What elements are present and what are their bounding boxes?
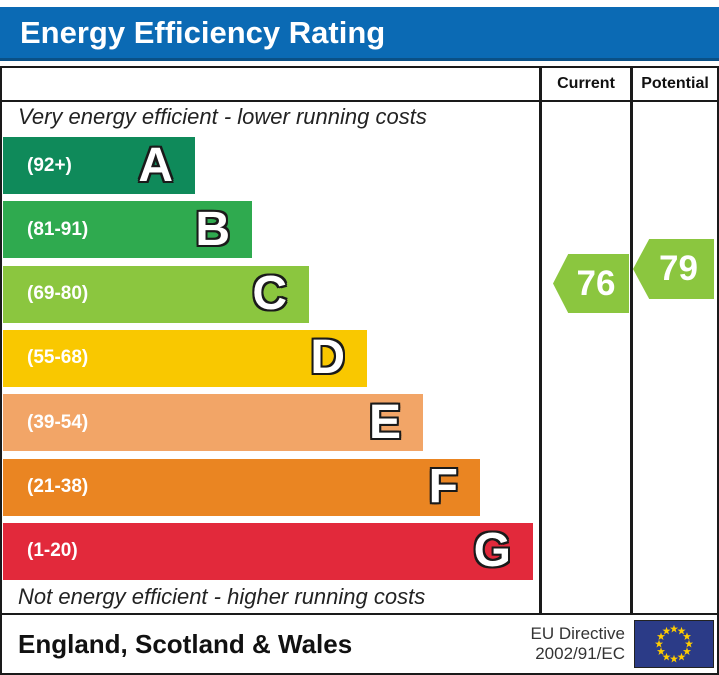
- band-letter: C: [252, 267, 287, 321]
- caption-not-efficient: Not energy efficient - higher running co…: [18, 584, 426, 609]
- footer-divider: [2, 613, 717, 615]
- band-letter: E: [368, 395, 401, 449]
- band-letter: A: [138, 138, 173, 192]
- region-label: England, Scotland & Wales: [18, 628, 353, 659]
- epc-table: Current Potential Very energy efficient …: [0, 66, 719, 675]
- band-letter: D: [310, 331, 345, 385]
- band-b-bar: (81-91) B: [3, 201, 252, 259]
- band-f-bar: (21-38) F: [3, 458, 480, 516]
- current-column-header: Current: [557, 75, 615, 92]
- band-range-label: (39-54): [27, 411, 89, 433]
- current-column-divider: [539, 68, 542, 615]
- band-e-bar: (39-54) E: [3, 394, 423, 452]
- band-range-label: (21-38): [27, 476, 89, 497]
- potential-rating-arrow: 79: [633, 239, 714, 299]
- eu-flag-icon: [634, 620, 714, 668]
- potential-column-divider: [630, 68, 633, 615]
- eu-directive-label: EU Directive 2002/91/EC: [531, 624, 625, 664]
- band-range-label: (92+): [27, 154, 72, 176]
- header-divider: [2, 100, 717, 102]
- band-range-label: (1-20): [27, 540, 78, 562]
- band-letter: F: [428, 460, 458, 513]
- band-g-bar: (1-20) G: [3, 522, 533, 580]
- eu-directive-line1: EU Directive: [530, 624, 625, 643]
- current-rating-arrow: 76: [553, 254, 629, 313]
- footer-row: England, Scotland & Wales EU Directive 2…: [2, 615, 717, 673]
- band-a-bar: (92+) A: [3, 137, 195, 194]
- current-rating-value: 76: [576, 263, 616, 303]
- band-range-label: (55-68): [27, 347, 89, 369]
- band-letter: B: [195, 202, 230, 256]
- band-range-label: (81-91): [27, 218, 89, 240]
- page-title: Energy Efficiency Rating: [20, 15, 386, 50]
- band-c-bar: (69-80) C: [3, 265, 309, 323]
- band-letter: G: [473, 524, 511, 578]
- eu-directive-line2: 2002/91/EC: [535, 644, 625, 663]
- potential-rating-value: 79: [659, 249, 698, 288]
- title-bar: Energy Efficiency Rating: [0, 7, 719, 61]
- potential-column-header: Potential: [641, 75, 709, 92]
- band-d-bar: (55-68) D: [3, 329, 367, 387]
- band-range-label: (69-80): [27, 283, 89, 305]
- caption-very-efficient: Very energy efficient - lower running co…: [18, 104, 427, 129]
